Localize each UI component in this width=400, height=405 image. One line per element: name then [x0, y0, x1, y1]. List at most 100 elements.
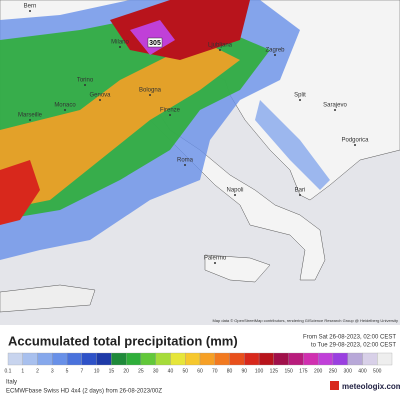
city-dot	[64, 109, 66, 111]
legend-swatch	[318, 352, 334, 366]
legend-swatch	[199, 352, 215, 366]
period-to: to Tue 29-08-2023, 02:00 CEST	[311, 343, 396, 349]
city-label: Firenze	[160, 108, 181, 114]
brand: meteologix.com	[342, 382, 400, 391]
city-dot	[29, 10, 31, 12]
city-dot	[334, 109, 336, 111]
city-label: Split	[294, 93, 306, 99]
legend-label: 7	[80, 368, 83, 374]
city-label: Marseille	[18, 113, 43, 119]
max-value: 305	[149, 40, 161, 47]
precip-adriatic	[255, 100, 330, 190]
legend-label: 50	[182, 368, 188, 374]
legend-label: 175	[299, 368, 308, 374]
city-dot	[274, 54, 276, 56]
city-label: Zagreb	[265, 48, 285, 54]
map-credit: Map data © OpenStreetMap contributors, r…	[212, 318, 398, 323]
legend-swatch	[362, 352, 378, 366]
legend-label: 250	[329, 368, 338, 374]
legend-swatch	[377, 352, 393, 366]
legend-swatch	[66, 352, 82, 366]
legend-swatch	[288, 352, 304, 366]
legend-swatch	[155, 352, 171, 366]
legend-swatch	[81, 352, 97, 366]
city-label: Bern	[24, 4, 37, 10]
city-dot	[29, 119, 31, 121]
legend-label: 3	[51, 368, 54, 374]
legend-label: 200	[314, 368, 323, 374]
city-dot	[84, 84, 86, 86]
city-label: Roma	[177, 158, 194, 164]
legend-label: 90	[242, 368, 248, 374]
legend-swatch	[111, 352, 127, 366]
legend-swatch	[126, 352, 142, 366]
precip-corsica	[0, 160, 40, 225]
legend-label: 100	[255, 368, 264, 374]
title: Accumulated total precipitation (mm)	[8, 333, 238, 348]
north-africa	[0, 284, 96, 313]
city-dot	[149, 94, 151, 96]
city-label: Podgorica	[341, 138, 369, 144]
city-dot	[219, 49, 221, 51]
city-label: Sarajevo	[323, 103, 347, 109]
legend-swatch	[185, 352, 201, 366]
legend-swatch	[332, 352, 348, 366]
legend-swatch	[244, 352, 260, 366]
legend-label: 125	[270, 368, 279, 374]
city-label: Torino	[77, 78, 94, 84]
city-label: Palermo	[204, 256, 227, 262]
legend-swatch	[170, 352, 186, 366]
city-dot	[299, 194, 301, 196]
model: ECMWFbase Swiss HD 4x4 (2 days) from 26-…	[6, 389, 162, 395]
legend-swatch	[22, 352, 38, 366]
legend-swatch	[229, 352, 245, 366]
precip-extreme	[130, 20, 175, 55]
legend-label: 20	[123, 368, 129, 374]
precip-heavy	[0, 40, 240, 210]
legend-label: 70	[212, 368, 218, 374]
legend-swatch	[96, 352, 112, 366]
legend-swatch	[214, 352, 230, 366]
period-from: From Sat 26-08-2023, 02:00 CEST	[303, 335, 396, 341]
legend-label: 150	[284, 368, 293, 374]
city-dot	[354, 144, 356, 146]
legend-swatch	[303, 352, 319, 366]
city-label: Monaco	[54, 103, 76, 109]
legend-label: 0.1	[5, 368, 12, 374]
city-label: Milano	[111, 40, 129, 46]
city-dot	[214, 262, 216, 264]
legend-label: 300	[344, 368, 353, 374]
legend-label: 80	[227, 368, 233, 374]
sicily	[204, 254, 271, 283]
legend-label: 2	[36, 368, 39, 374]
legend-label: 400	[358, 368, 367, 374]
logo-icon	[330, 381, 339, 390]
city-label: Bari	[295, 188, 306, 194]
legend-swatch	[258, 352, 274, 366]
legend-label: 25	[138, 368, 144, 374]
max-marker	[147, 37, 163, 48]
city-label: Napoli	[226, 188, 243, 194]
city-label: Ljubljana	[208, 43, 233, 49]
legend-label: 10	[94, 368, 100, 374]
legend-swatch	[7, 352, 23, 366]
legend-label: 40	[168, 368, 174, 374]
city-dot	[119, 46, 121, 48]
legend-label: 500	[373, 368, 382, 374]
legend-swatch	[347, 352, 363, 366]
city-dot	[169, 114, 171, 116]
city-label: Genova	[89, 93, 111, 99]
legend-swatch	[52, 352, 68, 366]
legend-label: 5	[66, 368, 69, 374]
city-dot	[99, 99, 101, 101]
city-dot	[299, 99, 301, 101]
region: Italy	[6, 380, 17, 386]
city-label: Bologna	[139, 88, 162, 94]
legend-label: 15	[109, 368, 115, 374]
legend-label: 1	[21, 368, 24, 374]
city-dot	[234, 194, 236, 196]
legend-swatch	[37, 352, 53, 366]
legend-swatch	[273, 352, 289, 366]
city-dot	[184, 164, 186, 166]
